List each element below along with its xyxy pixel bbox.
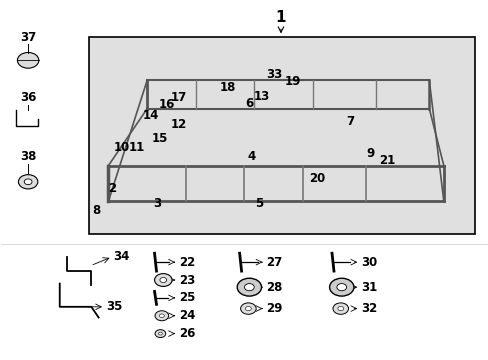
- Text: 7: 7: [346, 114, 354, 127]
- Text: 35: 35: [106, 300, 122, 313]
- Text: 2: 2: [108, 183, 116, 195]
- Text: 34: 34: [113, 250, 129, 263]
- Text: 30: 30: [361, 256, 377, 269]
- Circle shape: [158, 332, 162, 335]
- Circle shape: [329, 278, 353, 296]
- Text: 11: 11: [128, 141, 144, 154]
- Text: 17: 17: [170, 91, 186, 104]
- Circle shape: [337, 306, 343, 311]
- Text: 31: 31: [361, 281, 377, 294]
- Text: 21: 21: [378, 154, 394, 167]
- Text: 28: 28: [266, 281, 282, 294]
- Circle shape: [240, 303, 256, 314]
- Text: 24: 24: [179, 309, 195, 322]
- Circle shape: [155, 311, 168, 321]
- Text: 23: 23: [179, 274, 195, 287]
- Text: 25: 25: [179, 291, 195, 305]
- Text: 16: 16: [158, 99, 175, 112]
- Circle shape: [155, 330, 165, 338]
- Circle shape: [159, 314, 164, 318]
- Circle shape: [245, 306, 251, 311]
- Text: 12: 12: [170, 118, 186, 131]
- Circle shape: [244, 284, 254, 291]
- Text: 32: 32: [361, 302, 377, 315]
- Text: 10: 10: [114, 141, 130, 154]
- Text: 29: 29: [266, 302, 282, 315]
- Circle shape: [160, 278, 166, 283]
- Circle shape: [24, 179, 32, 185]
- Text: 26: 26: [179, 327, 195, 340]
- Text: 19: 19: [285, 75, 301, 88]
- Circle shape: [332, 303, 348, 314]
- Text: 8: 8: [92, 204, 100, 217]
- Circle shape: [19, 175, 38, 189]
- FancyBboxPatch shape: [89, 37, 474, 234]
- Text: 18: 18: [219, 81, 235, 94]
- Text: 36: 36: [20, 91, 36, 104]
- Text: 6: 6: [245, 97, 253, 110]
- Text: 14: 14: [142, 109, 159, 122]
- Text: 15: 15: [151, 132, 167, 145]
- Text: 38: 38: [20, 150, 36, 163]
- Circle shape: [18, 53, 39, 68]
- Circle shape: [154, 274, 172, 287]
- Text: 33: 33: [266, 68, 282, 81]
- Text: 9: 9: [366, 147, 374, 160]
- Text: 20: 20: [309, 172, 325, 185]
- Text: 37: 37: [20, 31, 36, 44]
- Text: 22: 22: [179, 256, 195, 269]
- Text: 4: 4: [247, 150, 255, 163]
- Text: 3: 3: [153, 197, 161, 210]
- Text: 13: 13: [253, 90, 269, 103]
- Circle shape: [237, 278, 261, 296]
- Text: 1: 1: [275, 10, 285, 25]
- Text: 5: 5: [254, 197, 263, 210]
- Text: 27: 27: [266, 256, 282, 269]
- Circle shape: [336, 284, 346, 291]
